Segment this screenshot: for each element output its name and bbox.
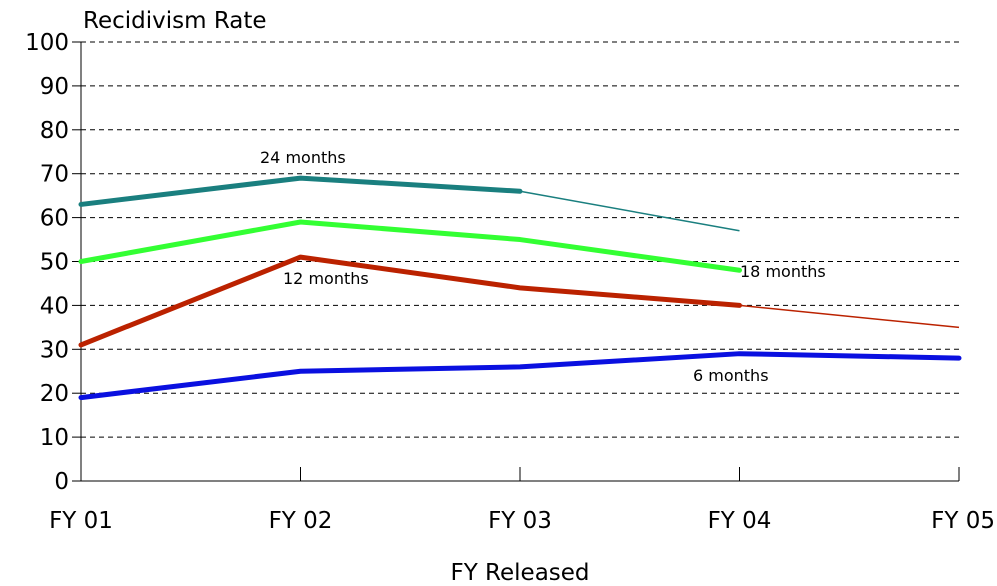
series-line-observed: [78, 254, 742, 348]
x-tick-label: FY 01: [49, 508, 113, 534]
y-tick-label: 100: [25, 30, 69, 56]
axes: [80, 42, 959, 482]
series-line-projected: [739, 304, 960, 329]
gridlines: [72, 41, 960, 482]
x-tick-labels: FY 01 FY 02 FY 03 FY 04 FY 05: [49, 508, 995, 534]
y-tick-label: 40: [40, 293, 69, 319]
y-tick-label: 30: [40, 337, 69, 363]
series-label: 12 months: [283, 269, 369, 288]
series-labels: 24 months 18 months 12 months 6 months: [260, 148, 826, 385]
series-line-projected: [519, 190, 740, 232]
x-tick-label: FY 05: [931, 508, 995, 534]
series-label: 6 months: [693, 366, 769, 385]
x-tick-label: FY 03: [488, 508, 552, 534]
y-tick-label: 0: [54, 469, 69, 495]
y-tick-label: 90: [40, 74, 69, 100]
y-tick-label: 80: [40, 118, 69, 144]
y-tick-labels: 0 10 20 30 40 50 60 70 80 90 100: [25, 30, 69, 495]
series-label: 18 months: [740, 262, 826, 281]
y-tick-label: 50: [40, 250, 69, 276]
series-line-observed: [78, 351, 962, 401]
x-tick-label: FY 04: [708, 508, 772, 534]
series-line-observed: [78, 219, 742, 273]
y-tick-label: 10: [40, 425, 69, 451]
y-axis-title: Recidivism Rate: [83, 8, 267, 34]
x-axis-title: FY Released: [450, 560, 589, 586]
y-tick-label: 60: [40, 206, 69, 232]
series-line-observed: [78, 175, 523, 207]
series-label: 24 months: [260, 148, 346, 167]
y-tick-label: 20: [40, 381, 69, 407]
x-tick-label: FY 02: [269, 508, 333, 534]
y-tick-label: 70: [40, 162, 69, 188]
series-lines: [78, 175, 962, 401]
